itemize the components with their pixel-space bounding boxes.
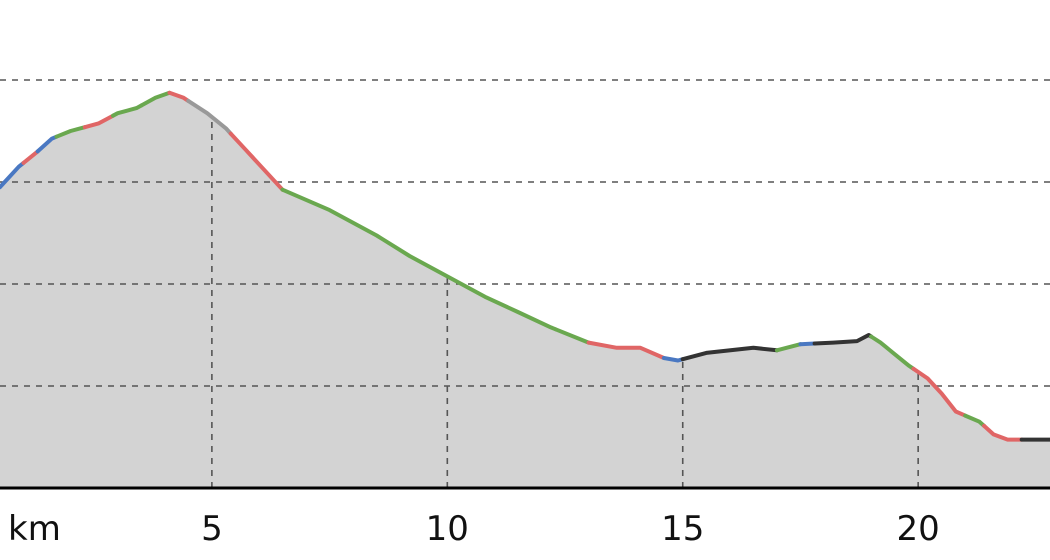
profile-segment-blue	[798, 341, 817, 347]
x-axis-tick-labels: 5 10 15 20	[201, 509, 940, 549]
profile-segment-green	[774, 342, 803, 353]
profile-segment-red	[982, 423, 1024, 442]
elevation-area-fill	[0, 92, 1050, 489]
profile-segment-blue	[0, 160, 26, 190]
x-tick-label: 20	[897, 509, 940, 549]
profile-segment-green	[139, 90, 172, 108]
profile-segment-gray	[186, 98, 233, 136]
profile-segment-red	[21, 149, 40, 165]
profile-segment-green	[54, 125, 87, 139]
x-tick-label: 5	[201, 509, 223, 549]
profile-segment-green	[963, 413, 987, 428]
profile-segment-black	[680, 345, 779, 362]
profile-segment-green	[111, 103, 144, 118]
profile-segment-red	[228, 131, 285, 192]
profile-segment-red	[82, 113, 115, 130]
gridlines	[0, 79, 1050, 488]
profile-segment-blue	[661, 356, 685, 363]
x-tick-label: 10	[426, 509, 469, 549]
x-axis-unit-label: km	[8, 509, 61, 549]
profile-segment-green	[869, 334, 916, 371]
profile-segment-green	[280, 187, 558, 332]
elevation-profile-line	[0, 90, 1050, 442]
profile-segment-green	[553, 327, 591, 345]
profile-segment-red	[586, 340, 666, 360]
x-tick-label: 15	[661, 509, 704, 549]
profile-segment-red	[911, 366, 968, 418]
